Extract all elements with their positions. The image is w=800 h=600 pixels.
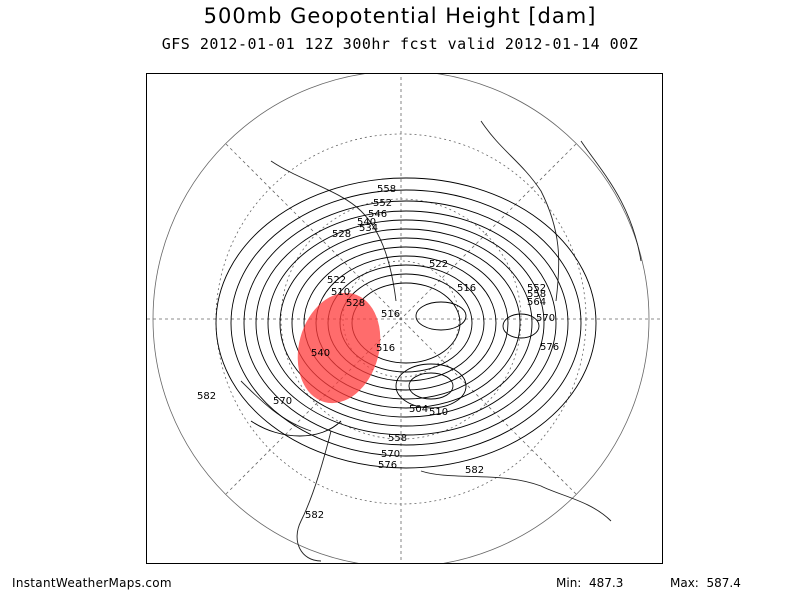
contour-label: 576 [540,342,559,353]
contour-546 [291,237,521,409]
polar-map: 558 552 546 540 534 528 522 516 510 540 … [146,73,663,564]
contour-label: 522 [429,259,448,270]
contour-label: 540 [357,217,376,228]
contour-low-center [395,363,467,409]
trough-highlight [297,292,381,404]
coastline [240,380,312,432]
min-label: Min: [556,576,582,590]
contour-label: 516 [381,309,400,320]
contour-576 [230,189,582,457]
contour-label: 558 [377,184,396,195]
contour-label: 570 [536,313,555,324]
contour-label: 522 [327,275,346,286]
contour-label: 564 [527,297,546,308]
coastline [296,430,332,562]
contour-label: 576 [378,460,397,471]
coastline [480,120,560,302]
contour-high-center [502,313,540,339]
contour-label: 546 [368,209,387,220]
contour-label: 582 [197,391,216,402]
contour-label: 516 [376,343,395,354]
site-credit: InstantWeatherMaps.com [12,576,172,590]
contour-552 [279,228,533,418]
max-value-readout: Max: 587.4 [670,576,741,590]
contour-label: 516 [457,283,476,294]
min-value-readout: Min: 487.3 [556,576,623,590]
contour-564 [255,210,557,436]
contour-label: 528 [346,298,365,309]
contour-label: 528 [332,229,351,240]
contour-low-center [408,372,454,400]
contour-570 [243,200,569,446]
max-value: 587.4 [706,576,741,590]
map-canvas: 558 552 546 540 534 528 522 516 510 540 … [147,74,662,563]
contour-582 [215,177,597,469]
contour-label: 558 [527,289,546,300]
contour-label: 534 [359,223,378,234]
max-label: Max: [670,576,699,590]
contour-label: 510 [331,287,350,298]
contour-558 [267,219,545,427]
contour-subtropical [250,420,342,437]
meridian-line [225,143,577,495]
contour-low-center [415,301,467,331]
contour-label: 570 [273,396,292,407]
contour-label: 540 [311,348,330,359]
height-contours [215,177,597,469]
coastline [580,140,642,262]
contour-label: 552 [527,283,546,294]
coastline [270,160,397,302]
contour-540 [303,246,509,400]
map-subtitle: GFS 2012-01-01 12Z 300hr fcst valid 2012… [161,35,639,53]
contour-label: 558 [388,433,407,444]
contour-label: 504 [409,404,428,415]
contour-label: 552 [373,198,392,209]
contour-label: 582 [305,510,324,521]
coastlines [240,120,642,562]
contour-label: 570 [381,449,400,460]
graticule [147,74,662,563]
min-value: 487.3 [588,576,624,590]
contour-label: 510 [429,407,448,418]
map-title: 500mb Geopotential Height [dam] [203,4,597,28]
contour-label: 582 [465,465,484,476]
coastline [420,470,612,522]
contour-labels: 558 552 546 540 534 528 522 516 510 540 … [197,184,559,521]
